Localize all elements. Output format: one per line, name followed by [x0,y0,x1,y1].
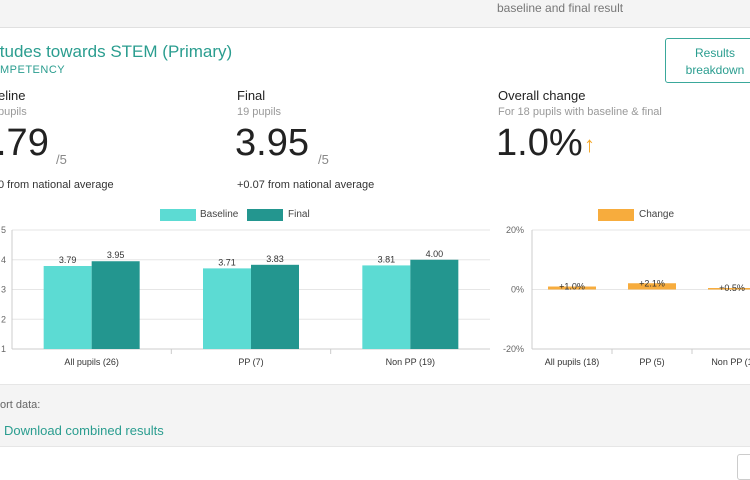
bar-value-label: +0.5% [719,283,745,293]
x-tick-label: PP (7) [238,357,263,367]
page-subtitle: MPETENCY [0,64,66,76]
final-note: +0.07 from national average [237,179,375,191]
baseline-note: 0 from national average [0,179,114,191]
y-tick-label: -20% [503,344,524,354]
bar-change [708,288,750,290]
download-combined-results-link[interactable]: Download combined results [4,423,164,438]
baseline-sub: pupils [0,106,27,118]
comparison-bar-chart: 5 4 3 2 1 3.79 3.95 All pupils (26) 3.71 3.83 PP (… [1,225,490,367]
baseline-value: .79 [0,122,49,164]
bar-change [628,283,676,290]
baseline-suffix: /5 [56,152,67,167]
x-tick-label: All pupils (18) [545,357,600,367]
x-tick-label: All pupils (26) [64,357,119,367]
bar-baseline [362,265,411,349]
bar-value-label: +1.0% [559,282,585,292]
bar-change [548,286,596,290]
final-value: 3.95 [235,122,309,164]
bar-final [410,259,459,349]
legend-swatch-change [598,209,634,221]
legend-swatch-final [247,209,283,221]
page-title: itudes towards STEM (Primary) [0,42,233,61]
bar-value-label: +2.1% [639,278,665,288]
y-tick-label: 0% [511,285,524,295]
y-tick-label: 4 [1,255,6,265]
results-breakdown-button[interactable]: Results breakdown [665,38,750,83]
x-tick-label: Non PP (19) [386,357,435,367]
bar-final [91,261,140,349]
baseline-label: eline [0,88,26,103]
x-tick-label: PP (5) [639,357,664,367]
bar-value-label: 3.79 [59,255,77,265]
legend-label-baseline: Baseline [200,209,239,220]
y-tick-label: 2 [1,314,6,324]
footer [0,446,750,480]
corner-button[interactable] [737,454,750,480]
legend-swatch-baseline [160,209,196,221]
change-value: 1.0% [496,122,583,164]
y-tick-label: 3 [1,285,6,295]
export-label: ort data: [0,399,41,411]
bar-value-label: 3.83 [266,254,284,264]
change-sub: For 18 pupils with baseline & final [498,106,662,118]
y-tick-label: 1 [1,344,6,354]
bar-value-label: 3.81 [378,254,396,264]
top-bar-text: baseline and final result [497,1,624,15]
final-sub: 19 pupils [237,106,282,118]
x-tick-label: Non PP (1 [711,357,750,367]
bar-value-label: 3.95 [107,250,125,260]
bar-value-label: 4.00 [426,249,444,259]
y-tick-label: 20% [506,225,524,235]
bar-baseline [43,265,92,349]
y-tick-label: 5 [1,225,6,235]
bar-final [251,264,299,349]
final-label: Final [237,88,266,103]
change-bar-chart: 20% 0% -20% +1.0% All pupils (18) +2.1% PP (5)… [503,225,750,367]
legend-label-final: Final [288,209,310,220]
top-bar: baseline and final result [0,0,750,28]
up-arrow-icon: ↑ [584,132,595,157]
change-label: Overall change [498,88,586,103]
bar-value-label: 3.71 [218,257,236,267]
results-card: itudes towards STEM (Primary) MPETENCY R… [0,28,750,385]
legend-label-change: Change [639,209,675,220]
final-suffix: /5 [318,152,329,167]
bar-baseline [203,268,251,349]
